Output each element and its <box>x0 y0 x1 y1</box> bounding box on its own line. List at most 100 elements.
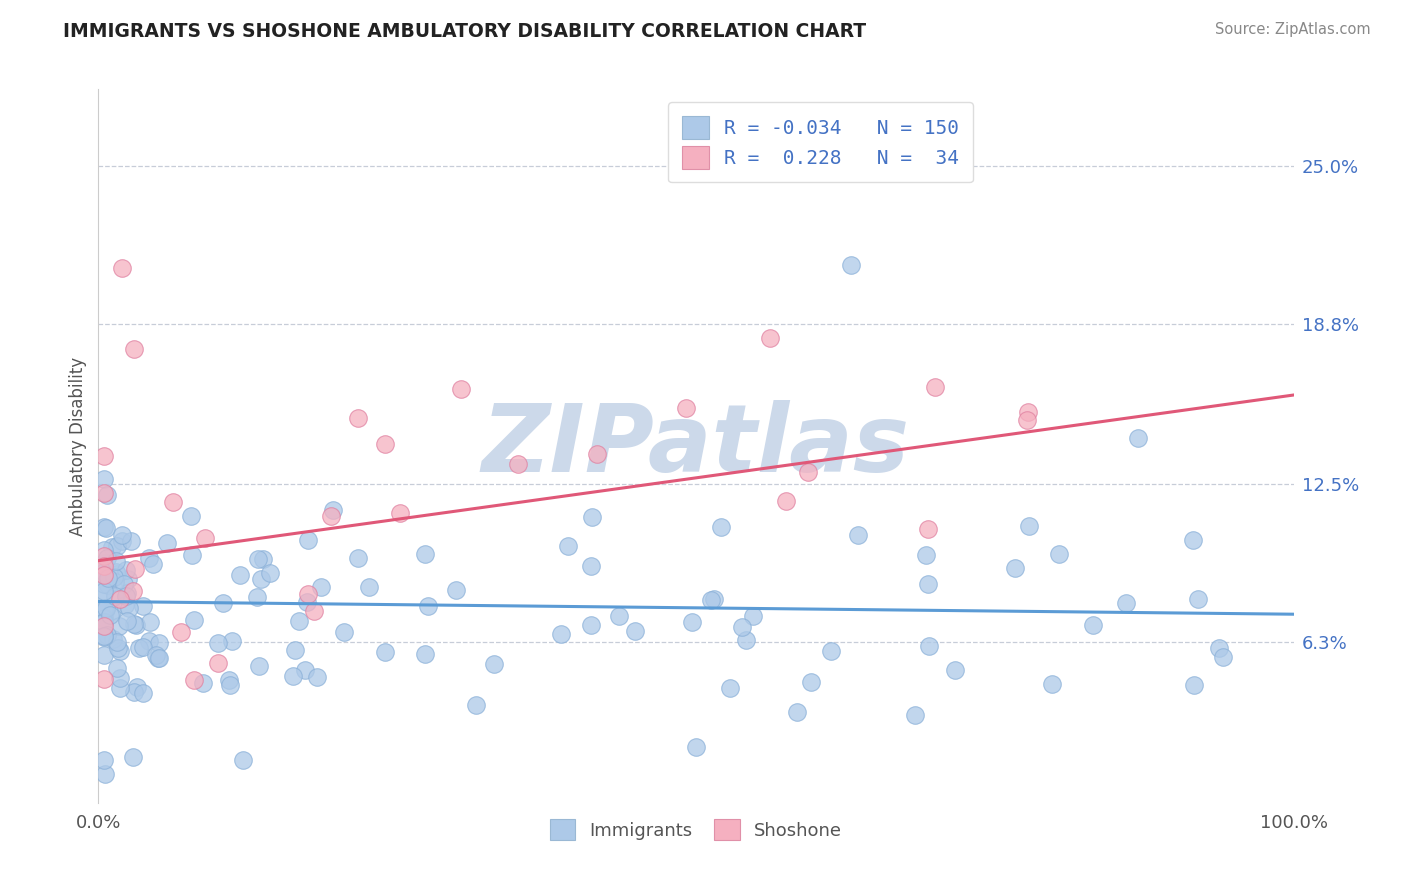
Point <box>108 644 131 658</box>
Point <box>101 632 124 646</box>
Point <box>218 673 240 688</box>
Point <box>820 644 842 658</box>
Point <box>108 681 131 695</box>
Point <box>96 628 118 642</box>
Point <box>579 559 602 574</box>
Point <box>305 670 328 684</box>
Point <box>191 676 214 690</box>
Point <box>735 633 758 648</box>
Point <box>117 572 139 586</box>
Point <box>295 594 318 608</box>
Point <box>180 508 202 523</box>
Point <box>183 613 205 627</box>
Point <box>122 685 145 699</box>
Point <box>93 631 115 645</box>
Point <box>105 661 128 675</box>
Point <box>128 641 150 656</box>
Point <box>107 641 129 656</box>
Point <box>1040 676 1063 690</box>
Point <box>508 457 530 471</box>
Point <box>96 600 118 615</box>
Point <box>444 583 467 598</box>
Point <box>759 331 782 345</box>
Point <box>105 635 128 649</box>
Point <box>1182 678 1205 692</box>
Point <box>93 519 115 533</box>
Point <box>741 609 763 624</box>
Legend: Immigrants, Shoshone: Immigrants, Shoshone <box>543 812 849 847</box>
Point <box>93 543 115 558</box>
Point <box>212 595 235 609</box>
Point <box>138 550 160 565</box>
Point <box>93 567 115 582</box>
Point <box>125 680 148 694</box>
Point <box>124 562 146 576</box>
Point <box>219 678 242 692</box>
Point <box>115 586 138 600</box>
Point <box>101 604 124 618</box>
Point <box>93 629 115 643</box>
Point <box>93 648 115 662</box>
Point <box>93 619 115 633</box>
Point <box>93 568 115 582</box>
Point <box>207 656 229 670</box>
Point <box>247 658 270 673</box>
Point <box>1187 591 1209 606</box>
Point <box>93 583 115 598</box>
Point <box>121 534 143 549</box>
Point <box>904 708 927 723</box>
Point <box>1017 413 1039 427</box>
Point <box>104 554 127 568</box>
Point <box>125 618 148 632</box>
Point <box>1182 533 1205 547</box>
Point <box>302 604 325 618</box>
Point <box>464 698 486 713</box>
Point <box>416 599 439 613</box>
Point <box>104 589 127 603</box>
Point <box>108 671 131 685</box>
Point <box>924 380 946 394</box>
Point <box>93 602 115 616</box>
Point <box>710 520 733 534</box>
Point <box>115 563 138 577</box>
Point <box>93 587 115 601</box>
Point <box>718 681 741 696</box>
Point <box>1018 519 1040 533</box>
Point <box>229 568 252 582</box>
Point <box>252 552 274 566</box>
Point <box>93 565 115 579</box>
Point <box>141 557 163 571</box>
Point <box>93 567 115 582</box>
Text: Source: ZipAtlas.com: Source: ZipAtlas.com <box>1215 22 1371 37</box>
Point <box>319 509 342 524</box>
Text: IMMIGRANTS VS SHOSHONE AMBULATORY DISABILITY CORRELATION CHART: IMMIGRANTS VS SHOSHONE AMBULATORY DISABI… <box>63 22 866 41</box>
Point <box>162 494 184 508</box>
Point <box>283 668 305 682</box>
Point <box>155 535 177 549</box>
Point <box>415 647 437 661</box>
Point <box>114 598 136 612</box>
Point <box>93 559 115 574</box>
Point <box>287 614 309 628</box>
Point <box>148 650 170 665</box>
Point <box>108 591 131 606</box>
Point <box>917 576 939 591</box>
Point <box>915 548 938 562</box>
Point <box>232 753 254 767</box>
Point <box>105 539 128 553</box>
Point <box>148 636 170 650</box>
Point <box>675 401 697 415</box>
Point <box>1212 650 1234 665</box>
Point <box>786 705 808 719</box>
Point <box>101 540 124 554</box>
Point <box>685 739 707 754</box>
Point <box>124 342 146 356</box>
Point <box>450 382 472 396</box>
Point <box>1115 595 1137 609</box>
Point <box>98 608 121 623</box>
Point <box>93 577 115 591</box>
Point <box>97 578 120 592</box>
Point <box>624 624 647 639</box>
Point <box>249 572 271 586</box>
Point <box>703 592 725 607</box>
